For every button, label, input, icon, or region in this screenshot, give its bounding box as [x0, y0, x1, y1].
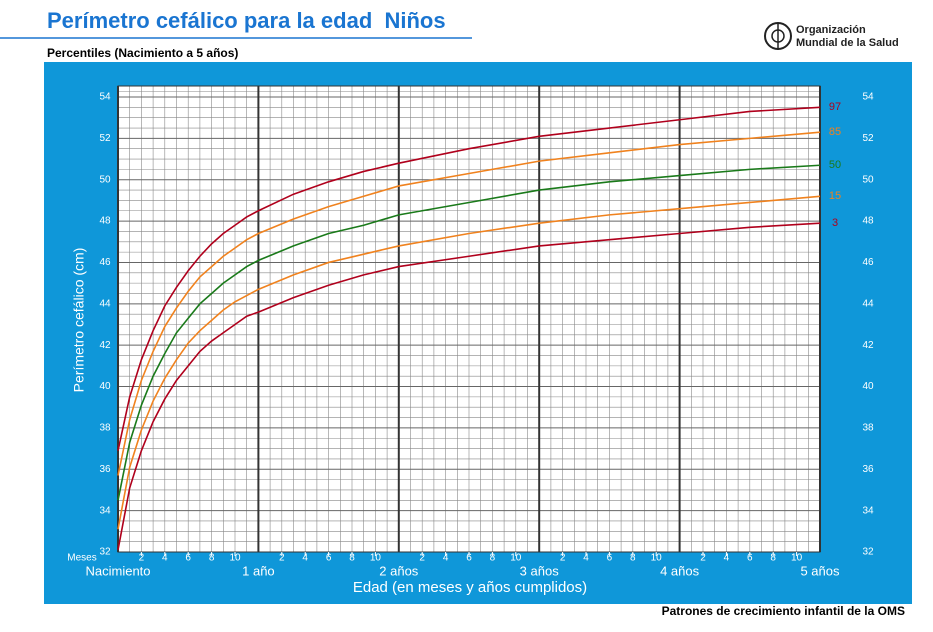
- x-tick-label: 6: [747, 553, 753, 564]
- y-tick-label: 54: [99, 92, 111, 103]
- x-tick-label: 6: [607, 553, 613, 564]
- y-tick-label: 38: [99, 423, 111, 434]
- x-tick-label: 8: [349, 553, 355, 564]
- percentile-line: [117, 106, 821, 451]
- y-tick-label: 44: [99, 298, 111, 309]
- percentile-line: [117, 195, 821, 530]
- percentile-line: [117, 131, 821, 476]
- percentile-line: [117, 222, 821, 551]
- x-tick-label: 10: [229, 553, 241, 564]
- footer: Patrones de crecimiento infantil de la O…: [662, 604, 905, 618]
- y-axis-label: Perímetro cefálico (cm): [71, 248, 87, 393]
- y-tick-label-right: 50: [862, 174, 874, 185]
- x-major-label: 3 años: [520, 563, 560, 578]
- x-tick-label: 6: [185, 553, 191, 564]
- x-tick-label: 10: [791, 553, 803, 564]
- y-tick-label-right: 52: [862, 133, 874, 144]
- x-minor-label: Meses: [67, 553, 96, 564]
- y-tick-label: 46: [99, 257, 111, 268]
- logo: Organización Mundial de la Salud: [764, 22, 899, 50]
- x-tick-label: 10: [370, 553, 382, 564]
- series-label: 50: [829, 159, 841, 171]
- x-tick-label: 2: [279, 553, 285, 564]
- series-label: 15: [829, 190, 841, 202]
- x-major-label: 5 años: [800, 563, 840, 578]
- logo-text: Mundial de la Salud: [796, 37, 899, 49]
- x-tick-label: 2: [139, 553, 145, 564]
- y-tick-label-right: 48: [862, 216, 874, 227]
- x-tick-label: 4: [583, 553, 589, 564]
- y-tick-label-right: 54: [862, 92, 874, 103]
- x-tick-label: 4: [162, 553, 168, 564]
- y-tick-label-right: 40: [862, 381, 874, 392]
- x-tick-label: 6: [466, 553, 472, 564]
- x-axis-label: Edad (en meses y años cumplidos): [353, 579, 587, 596]
- x-major-label: 1 año: [242, 563, 275, 578]
- y-tick-label: 40: [99, 381, 111, 392]
- y-tick-label-right: 32: [862, 547, 874, 558]
- y-tick-label: 48: [99, 216, 111, 227]
- x-tick-label: 8: [490, 553, 496, 564]
- y-tick-label-right: 38: [862, 423, 874, 434]
- x-tick-label: 8: [770, 553, 776, 564]
- x-tick-label: 8: [630, 553, 636, 564]
- percentile-line: [117, 164, 821, 501]
- x-tick-label: 10: [510, 553, 522, 564]
- y-tick-label-right: 34: [862, 505, 874, 516]
- y-tick-label: 34: [99, 505, 111, 516]
- x-tick-label: 4: [302, 553, 308, 564]
- grid: [117, 85, 821, 553]
- series-label: 85: [829, 126, 841, 138]
- y-tick-label: 52: [99, 133, 111, 144]
- chart-title: Perímetro cefálico para la edad Niños: [47, 8, 446, 33]
- y-tick-label-right: 36: [862, 464, 874, 475]
- y-tick-label-right: 44: [862, 298, 874, 309]
- x-major-label: Nacimiento: [85, 563, 150, 578]
- x-tick-label: 4: [724, 553, 730, 564]
- x-tick-label: 4: [443, 553, 449, 564]
- subtitle: Percentiles (Nacimiento a 5 años): [47, 46, 238, 60]
- x-tick-label: 2: [700, 553, 706, 564]
- x-tick-label: 2: [419, 553, 425, 564]
- series-label: 97: [829, 101, 841, 113]
- y-tick-label: 50: [99, 174, 111, 185]
- x-tick-label: 2: [560, 553, 566, 564]
- logo-text: Organización: [796, 24, 866, 36]
- series-label: 3: [832, 217, 838, 229]
- y-tick-label: 32: [99, 547, 111, 558]
- x-tick-label: 8: [209, 553, 215, 564]
- y-tick-label: 36: [99, 464, 111, 475]
- y-tick-label-right: 46: [862, 257, 874, 268]
- x-major-label: 2 años: [379, 563, 419, 578]
- x-major-label: 4 años: [660, 563, 700, 578]
- y-tick-label: 42: [99, 340, 111, 351]
- x-tick-label: 6: [326, 553, 332, 564]
- x-tick-label: 10: [651, 553, 663, 564]
- y-tick-label-right: 42: [862, 340, 874, 351]
